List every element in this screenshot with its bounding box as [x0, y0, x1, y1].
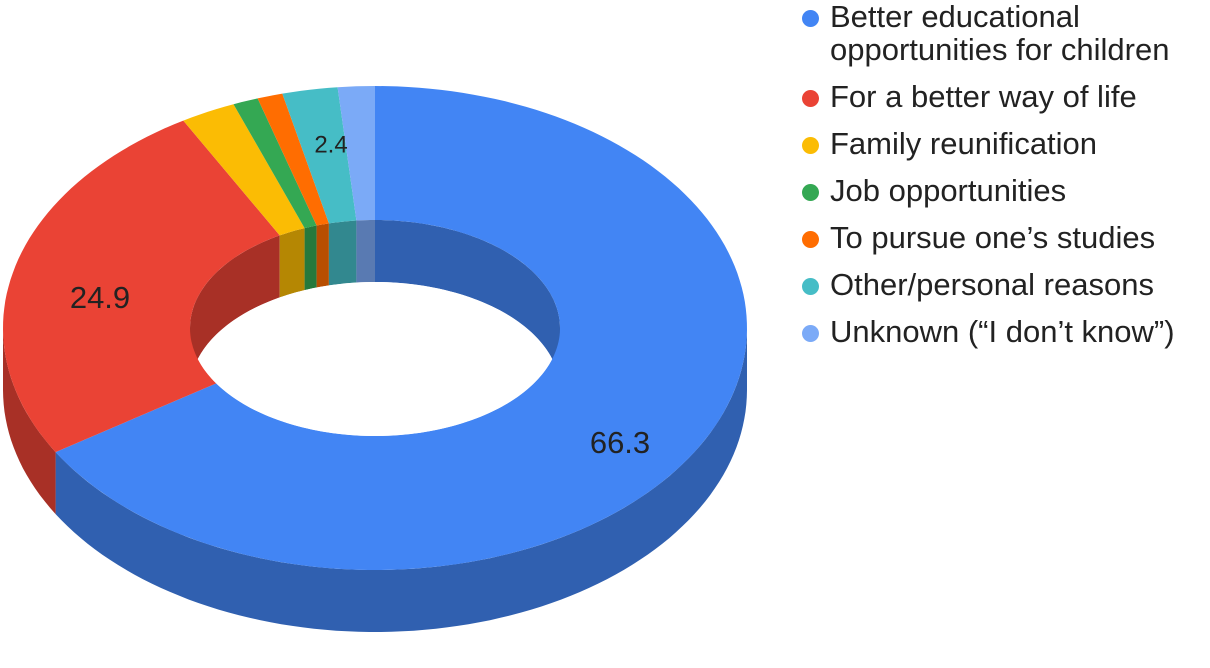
donut-outer-wall: [3, 328, 56, 515]
donut-inner-wall: [190, 235, 280, 390]
donut-outer-wall: [55, 328, 748, 632]
legend-dot-icon: [802, 184, 819, 201]
legend-label: For a better way of life: [830, 79, 1137, 114]
donut-inner-wall: [279, 228, 305, 298]
legend-item-better-educational-opportunities: Better educational opportunities for chi…: [800, 0, 1205, 66]
donut-inner-wall: [328, 220, 357, 286]
legend-item-job-opportunities: Job opportunities: [800, 174, 1205, 207]
legend-dot-icon: [802, 10, 819, 27]
donut-inner-wall: [356, 220, 375, 283]
donut-hole: [190, 282, 560, 436]
donut-inner-wall: [316, 223, 329, 288]
chart-legend: Better educational opportunities for chi…: [800, 0, 1205, 362]
donut-slice: [3, 120, 280, 453]
legend-label: Other/personal reasons: [830, 267, 1154, 302]
data-label: 2.4: [314, 131, 347, 158]
legend-item-better-way-of-life: For a better way of life: [800, 80, 1205, 113]
donut-slice: [183, 104, 305, 236]
legend-item-family-reunification: Family reunification: [800, 127, 1205, 160]
legend-dot-icon: [802, 137, 819, 154]
legend-label: Family reunification: [830, 126, 1098, 161]
legend-dot-icon: [802, 90, 819, 107]
legend-item-pursue-studies: To pursue one’s studies: [800, 221, 1205, 254]
donut-slice: [282, 87, 357, 224]
legend-label: Better educational opportunities for chi…: [830, 0, 1170, 67]
legend-label: Job opportunities: [830, 173, 1067, 208]
donut-slice: [257, 93, 329, 226]
legend-dot-icon: [802, 278, 819, 295]
legend-label: To pursue one’s studies: [830, 220, 1156, 255]
legend-dot-icon: [802, 325, 819, 342]
legend-item-other-personal-reasons: Other/personal reasons: [800, 268, 1205, 301]
data-label: 66.3: [590, 425, 650, 460]
data-label: 24.9: [70, 280, 130, 315]
legend-label: Unknown (“I don’t know”): [830, 314, 1175, 349]
donut-inner-wall: [304, 225, 317, 291]
donut-slice: [337, 86, 375, 221]
legend-item-unknown: Unknown (“I don’t know”): [800, 315, 1205, 348]
donut-inner-wall: [375, 220, 560, 390]
legend-dot-icon: [802, 231, 819, 248]
donut-slice: [55, 86, 748, 570]
donut-slice: [233, 98, 317, 229]
